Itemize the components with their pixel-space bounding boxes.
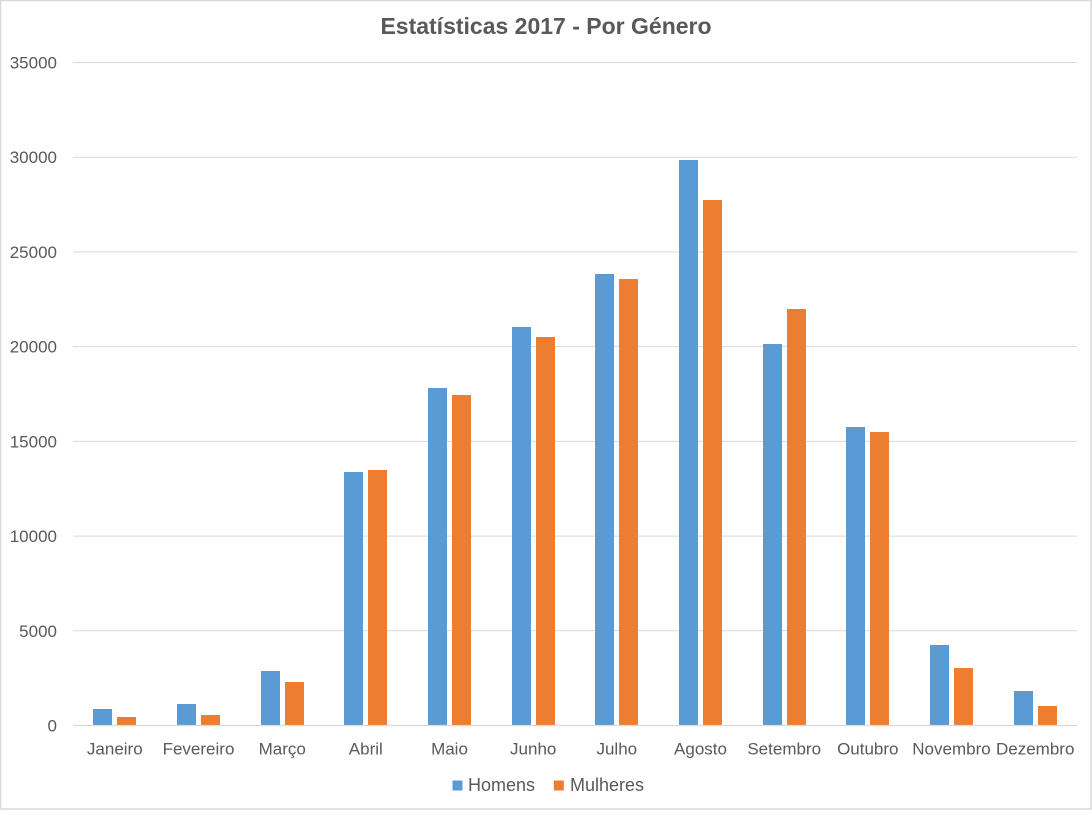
svg-text:5000: 5000: [19, 622, 57, 641]
svg-text:Abril: Abril: [349, 740, 383, 759]
svg-text:0: 0: [48, 717, 57, 736]
svg-text:Junho: Junho: [510, 740, 556, 759]
svg-text:Novembro: Novembro: [912, 740, 990, 759]
svg-text:20000: 20000: [10, 338, 57, 357]
svg-text:Estatísticas 2017 - Por Género: Estatísticas 2017 - Por Género: [380, 13, 711, 39]
svg-text:Dezembro: Dezembro: [996, 740, 1074, 759]
svg-text:35000: 35000: [10, 54, 57, 73]
svg-text:Março: Março: [259, 740, 306, 759]
svg-text:Janeiro: Janeiro: [87, 740, 143, 759]
svg-text:15000: 15000: [10, 432, 57, 451]
svg-text:Setembro: Setembro: [747, 740, 821, 759]
svg-text:Mulheres: Mulheres: [570, 775, 644, 795]
svg-text:Homens: Homens: [468, 775, 535, 795]
svg-text:25000: 25000: [10, 243, 57, 262]
svg-text:Outubro: Outubro: [837, 740, 898, 759]
svg-text:10000: 10000: [10, 527, 57, 546]
svg-text:Agosto: Agosto: [674, 740, 727, 759]
svg-text:Fevereiro: Fevereiro: [163, 740, 235, 759]
svg-text:Maio: Maio: [431, 740, 468, 759]
svg-text:30000: 30000: [10, 148, 57, 167]
svg-text:Julho: Julho: [596, 740, 637, 759]
